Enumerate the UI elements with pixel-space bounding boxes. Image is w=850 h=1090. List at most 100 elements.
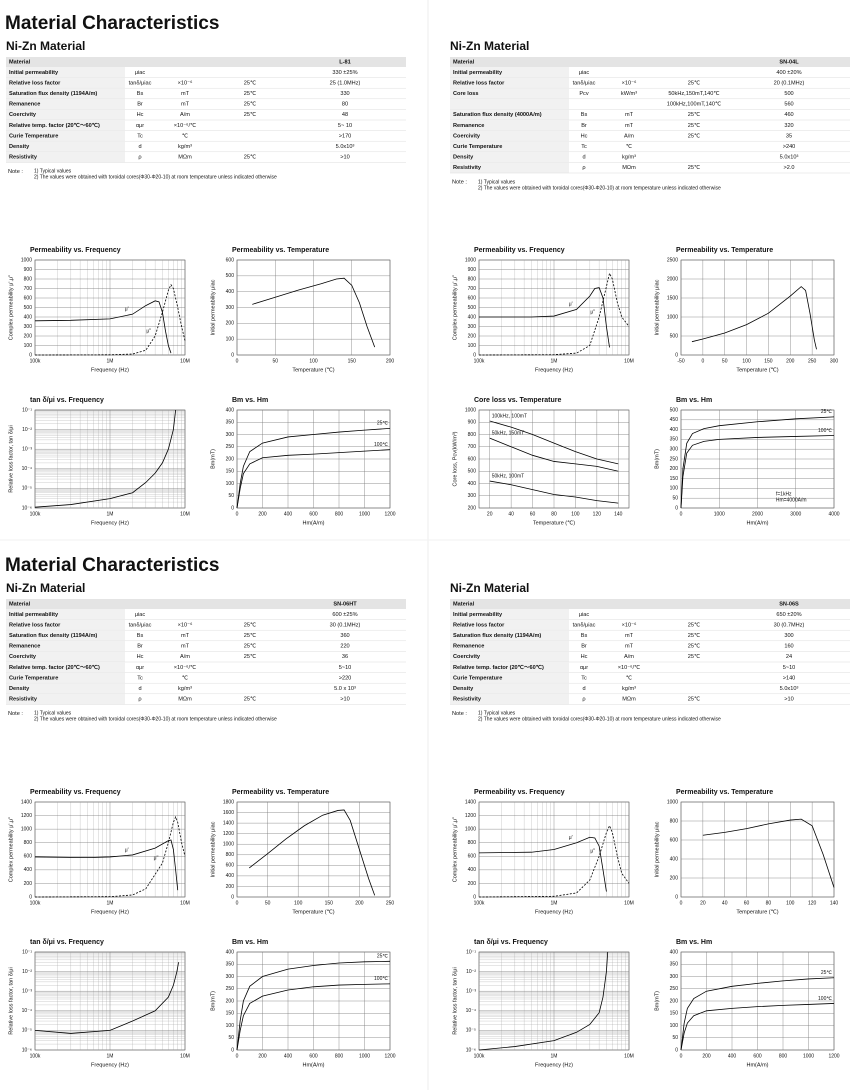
y-tick-label: 200 xyxy=(670,998,679,1004)
series-line xyxy=(479,287,610,348)
row-label-bg xyxy=(6,619,125,631)
y-tick-label: 500 xyxy=(468,305,477,311)
cell-symbol: Br xyxy=(581,644,587,650)
x-tick-label: 10M xyxy=(624,900,634,906)
chart-title: Permeability vs. Frequency xyxy=(30,247,121,254)
y-tick-label: 1000 xyxy=(465,407,476,413)
series-label: 50kHz, 100mT xyxy=(492,473,525,479)
x-tick-label: 600 xyxy=(753,1053,762,1059)
y-tick-label: 500 xyxy=(670,333,679,339)
y-tick-label: 400 xyxy=(226,873,235,879)
cell-symbol: Tc xyxy=(137,675,143,681)
cell-unit: A/m xyxy=(180,654,190,660)
cell-value: 35 xyxy=(786,133,792,139)
section-title: Material Characteristics xyxy=(5,13,219,34)
row-name: Coercivity xyxy=(453,133,481,139)
chart-note: f=1kHz xyxy=(776,491,792,497)
series-line xyxy=(680,1003,835,1051)
y-tick-label: 800 xyxy=(468,840,477,846)
chart-title: Core loss vs. Temperature xyxy=(474,397,562,404)
y-axis-label: Relative loss factor, tan δ/μi xyxy=(452,967,458,1034)
row-label-bg xyxy=(6,651,125,662)
cell-cond: 25℃ xyxy=(688,644,701,650)
x-tick-label: 0 xyxy=(680,900,683,906)
row-label-bg xyxy=(6,98,125,110)
y-tick-label: 10⁻⁴ xyxy=(22,1008,32,1014)
cell-value: >2.0 xyxy=(783,165,794,171)
x-tick-label: 0 xyxy=(236,900,239,906)
x-axis-label: Hm(A/m) xyxy=(303,1062,325,1068)
cell-symbol: ρ xyxy=(582,165,585,171)
x-tick-label: 0 xyxy=(680,511,683,517)
cell-cond: 25℃ xyxy=(244,80,257,86)
y-tick-label: 50 xyxy=(228,493,234,499)
panel-heading: Ni-Zn Material xyxy=(450,39,529,53)
note-line: 1) Typical values xyxy=(478,711,516,717)
cell-value: >10 xyxy=(340,697,350,703)
cell-value: 460 xyxy=(784,112,793,118)
series-line xyxy=(489,420,619,465)
x-tick-label: 400 xyxy=(284,511,293,517)
x-tick-label: 120 xyxy=(593,511,602,517)
row-name: Coercivity xyxy=(453,654,481,660)
cell-unit: ℃ xyxy=(626,144,633,150)
cell-cond: 25℃ xyxy=(688,622,701,628)
cell-unit: MΩm xyxy=(178,155,192,161)
x-tick-label: 100 xyxy=(786,900,795,906)
y-tick-label: 1800 xyxy=(223,799,234,805)
cell-symbol: Tc xyxy=(581,675,587,681)
row-name: Relative temp. factor (20℃～60℃) xyxy=(453,664,544,671)
y-tick-label: 400 xyxy=(24,867,33,873)
x-tick-label: 100k xyxy=(30,511,41,517)
y-tick-label: 100 xyxy=(226,481,235,487)
table-header: Material xyxy=(453,59,475,65)
cell-unit: MΩm xyxy=(622,165,636,171)
row-name: Curie Temperature xyxy=(9,133,58,139)
cell-cond: 25℃ xyxy=(688,133,701,139)
cell-unit: ×10⁻⁶ xyxy=(622,621,637,628)
y-tick-label: 200 xyxy=(24,333,33,339)
x-tick-label: 200 xyxy=(786,358,795,364)
row-label-bg xyxy=(450,109,569,120)
x-axis-label: Temperature (℃) xyxy=(736,909,778,915)
y-tick-label: 800 xyxy=(24,276,33,282)
y-tick-label: 300 xyxy=(468,493,477,499)
y-tick-label: 50 xyxy=(672,1035,678,1041)
x-tick-label: 100 xyxy=(742,358,751,364)
row-name: Initial permeability xyxy=(9,70,59,76)
y-tick-label: 900 xyxy=(468,420,477,426)
row-name: Saturation flux density (1194A/m) xyxy=(9,91,97,97)
y-tick-label: 500 xyxy=(24,305,33,311)
series-line xyxy=(478,836,607,892)
series-label: 25℃ xyxy=(821,409,833,415)
cell-value: 320 xyxy=(784,123,793,129)
cell-unit: kg/m³ xyxy=(622,686,636,692)
y-tick-label: 200 xyxy=(468,881,477,887)
chart-title: Permeability vs. Temperature xyxy=(676,789,773,796)
cell-unit: mT xyxy=(181,91,190,97)
y-tick-label: 1000 xyxy=(21,257,32,263)
row-label-bg xyxy=(6,120,125,131)
x-tick-label: 10M xyxy=(180,511,190,517)
table-header: Material xyxy=(9,59,31,65)
row-name: Relative temp. factor (20℃～60℃) xyxy=(9,664,100,671)
series-label: 25℃ xyxy=(377,421,389,427)
row-name: Remanence xyxy=(9,644,40,650)
x-tick-label: 50 xyxy=(265,900,271,906)
table-header-bg xyxy=(450,599,850,609)
x-axis-label: Frequency (Hz) xyxy=(535,1062,573,1068)
y-tick-label: 0 xyxy=(473,352,476,358)
y-tick-label: 300 xyxy=(226,305,235,311)
cell-value: >10 xyxy=(784,697,794,703)
chart-title: Permeability vs. Temperature xyxy=(232,247,329,254)
series-line xyxy=(34,839,179,891)
x-axis-label: Frequency (Hz) xyxy=(91,909,129,915)
cell-symbol: Bs xyxy=(581,112,588,118)
y-tick-label: 800 xyxy=(468,432,477,438)
row-name: Initial permeability xyxy=(453,612,503,618)
cell-value: 30 (0.1MHz) xyxy=(330,622,361,628)
y-tick-label: 10⁻⁵ xyxy=(22,1028,32,1034)
cell-unit: ℃ xyxy=(182,133,189,139)
y-axis-label: Initial permeability μiac xyxy=(654,821,660,877)
y-tick-label: 10⁻² xyxy=(466,969,476,975)
